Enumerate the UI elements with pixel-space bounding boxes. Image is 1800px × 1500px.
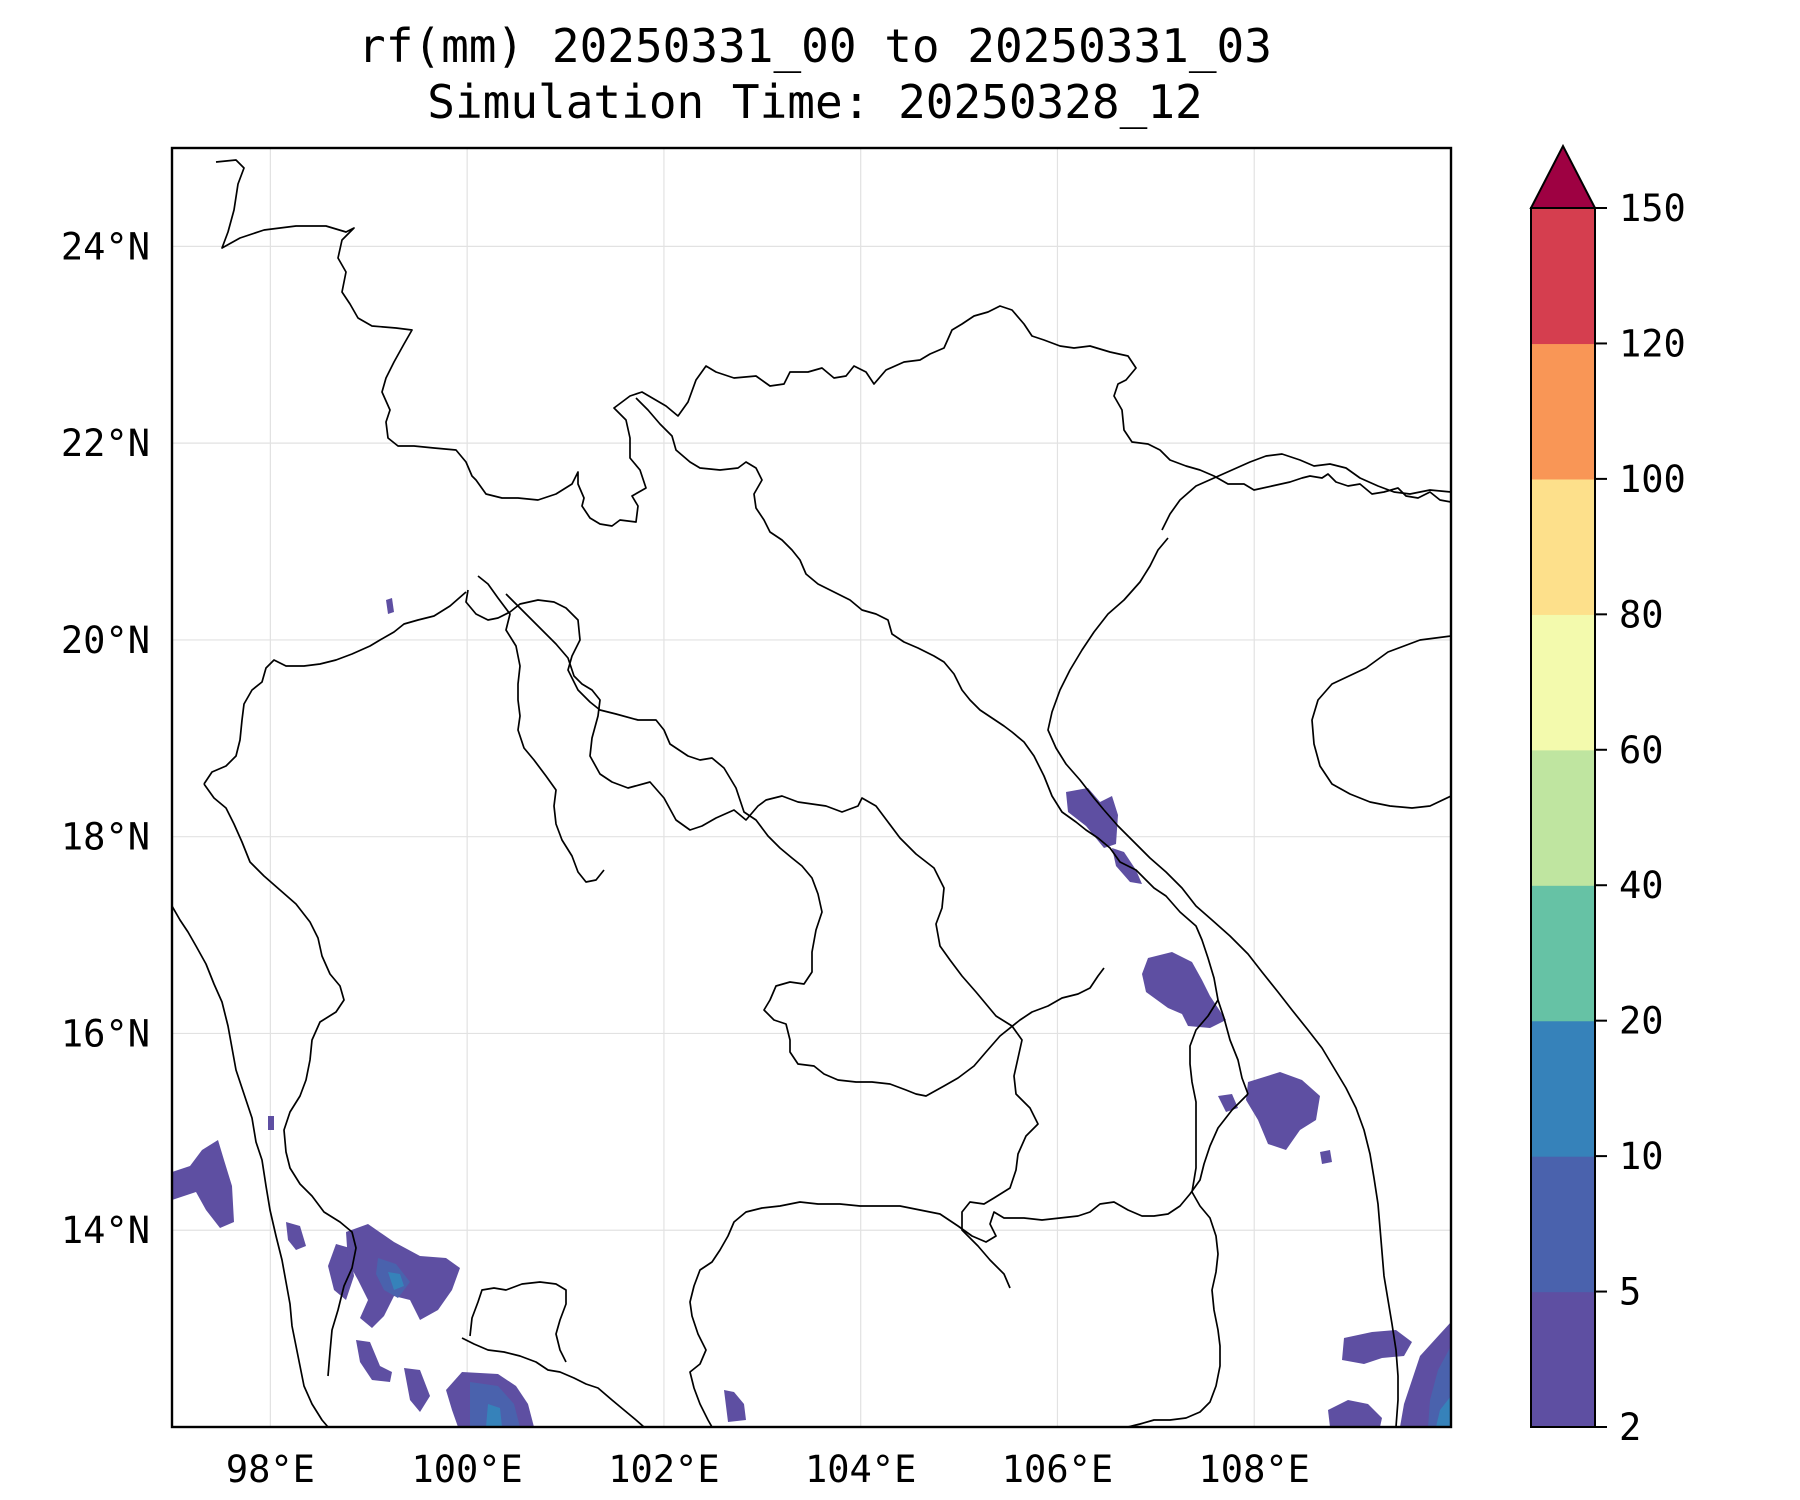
rain-area-phan-rang [1328,1400,1382,1427]
border-cambodia-vietnam [1127,999,1221,1427]
coast-gulf-of-thailand [461,1337,645,1427]
map-title-line1: rf(mm) 20250331_00 to 20250331_03 [358,19,1272,73]
lat-tick-label: 14°N [61,1209,150,1252]
coast-myanmar [172,905,329,1427]
rain-area-bangkok-peak [388,1272,404,1290]
colorbar-bin-60 [1531,614,1595,751]
rain-area-sea-east-peak [1436,1396,1451,1427]
colorbar-tick-label: 150 [1619,187,1686,230]
map-background [172,148,1451,1427]
colorbar-tick-label: 10 [1619,1135,1664,1178]
coast-vietnam-north [1047,537,1169,811]
colorbar-tick-label: 20 [1619,1000,1664,1043]
colorbar-bin-80 [1531,478,1595,615]
lon-tick-labels: 98°E 100°E 102°E 104°E 106°E 108°E [226,1448,1310,1491]
lon-tick-label: 98°E [226,1448,315,1491]
colorbar-bin-10 [1531,1020,1595,1157]
border-thailand-myanmar-west [203,783,357,1377]
rain-area-thai-west-2 [328,1244,354,1300]
lon-tick-label: 102°E [608,1448,719,1491]
colorbar-tick-label: 80 [1619,593,1664,636]
lat-tick-labels: 24°N 22°N 20°N 18°N 16°N 14°N [61,225,150,1252]
rain-area-gulf-west [404,1368,430,1412]
border-thailand-cambodia [469,1281,567,1363]
colorbar-tick-label: 5 [1619,1271,1641,1314]
border-thailand-laos-north [477,575,605,883]
colorbar-tick-label: 2 [1619,1406,1641,1449]
colorbar-bin-2 [1531,1291,1595,1428]
map-title-line2: Simulation Time: 20250328_12 [427,75,1202,129]
rain-area-small-2 [1320,1150,1332,1164]
lat-tick-label: 16°N [61,1012,150,1055]
lon-tick-label: 104°E [805,1448,916,1491]
lat-tick-label: 20°N [61,619,150,662]
border-laos-cambodia-thailand [689,1093,1249,1427]
rain-area-thai-west-1 [286,1222,306,1250]
rain-area-chonburi-peak [486,1404,502,1427]
lon-tick-label: 106°E [1002,1448,1113,1491]
rain-area-gulf-north [356,1340,392,1382]
coast-china-south [1161,453,1451,531]
colorbar-tick-label: 40 [1619,864,1664,907]
rain-area-tiny-myanmar [268,1116,274,1130]
colorbar-bin-20 [1531,885,1595,1022]
rain-area-quang-ngai [1246,1072,1320,1150]
border-china-myanmar [215,159,1451,527]
rain-area-small-1 [1218,1094,1238,1112]
rain-area-ha-tinh [1066,788,1118,848]
coast-vietnam-central [1103,809,1399,1427]
border-laos-vietnam [635,397,1249,1095]
colorbar-tick-label: 100 [1619,458,1686,501]
colorbar-tick-label: 60 [1619,729,1664,772]
colorbar-tick-label: 120 [1619,322,1686,365]
lat-tick-label: 22°N [61,422,150,465]
rain-area-hue [1142,952,1226,1028]
colorbar: 2 5 10 20 40 60 80 100 120 150 [1529,143,1686,1449]
border-myanmar-thailand-north [465,589,1105,1097]
colorbar-bin-120 [1531,208,1595,345]
colorbar-bin-5 [1531,1156,1595,1293]
colorbar-frame [1530,207,1596,1428]
lon-tick-label: 108°E [1199,1448,1310,1491]
lat-tick-label: 18°N [61,816,150,859]
rain-fields [172,598,1451,1427]
lon-tick-label: 100°E [411,1448,522,1491]
country-borders [172,159,1451,1427]
colorbar-bin-100 [1531,343,1595,480]
border-thailand-laos-mekong [505,593,1039,1289]
lat-tick-label: 24°N [61,225,150,268]
map-panel [170,146,1453,1429]
gridlines [172,148,1451,1427]
rain-area-trat [724,1390,746,1422]
colorbar-bin-40 [1531,749,1595,886]
coast-hainan [1311,635,1451,809]
rain-area-myanmar-west [172,1140,234,1228]
border-myanmar-thai-north [203,591,467,785]
colorbar-extend-max-triangle [1529,143,1597,209]
rain-area-chonburi-core [470,1382,520,1427]
rain-area-tiny-laos [386,598,394,614]
map-frame [170,146,1453,1429]
